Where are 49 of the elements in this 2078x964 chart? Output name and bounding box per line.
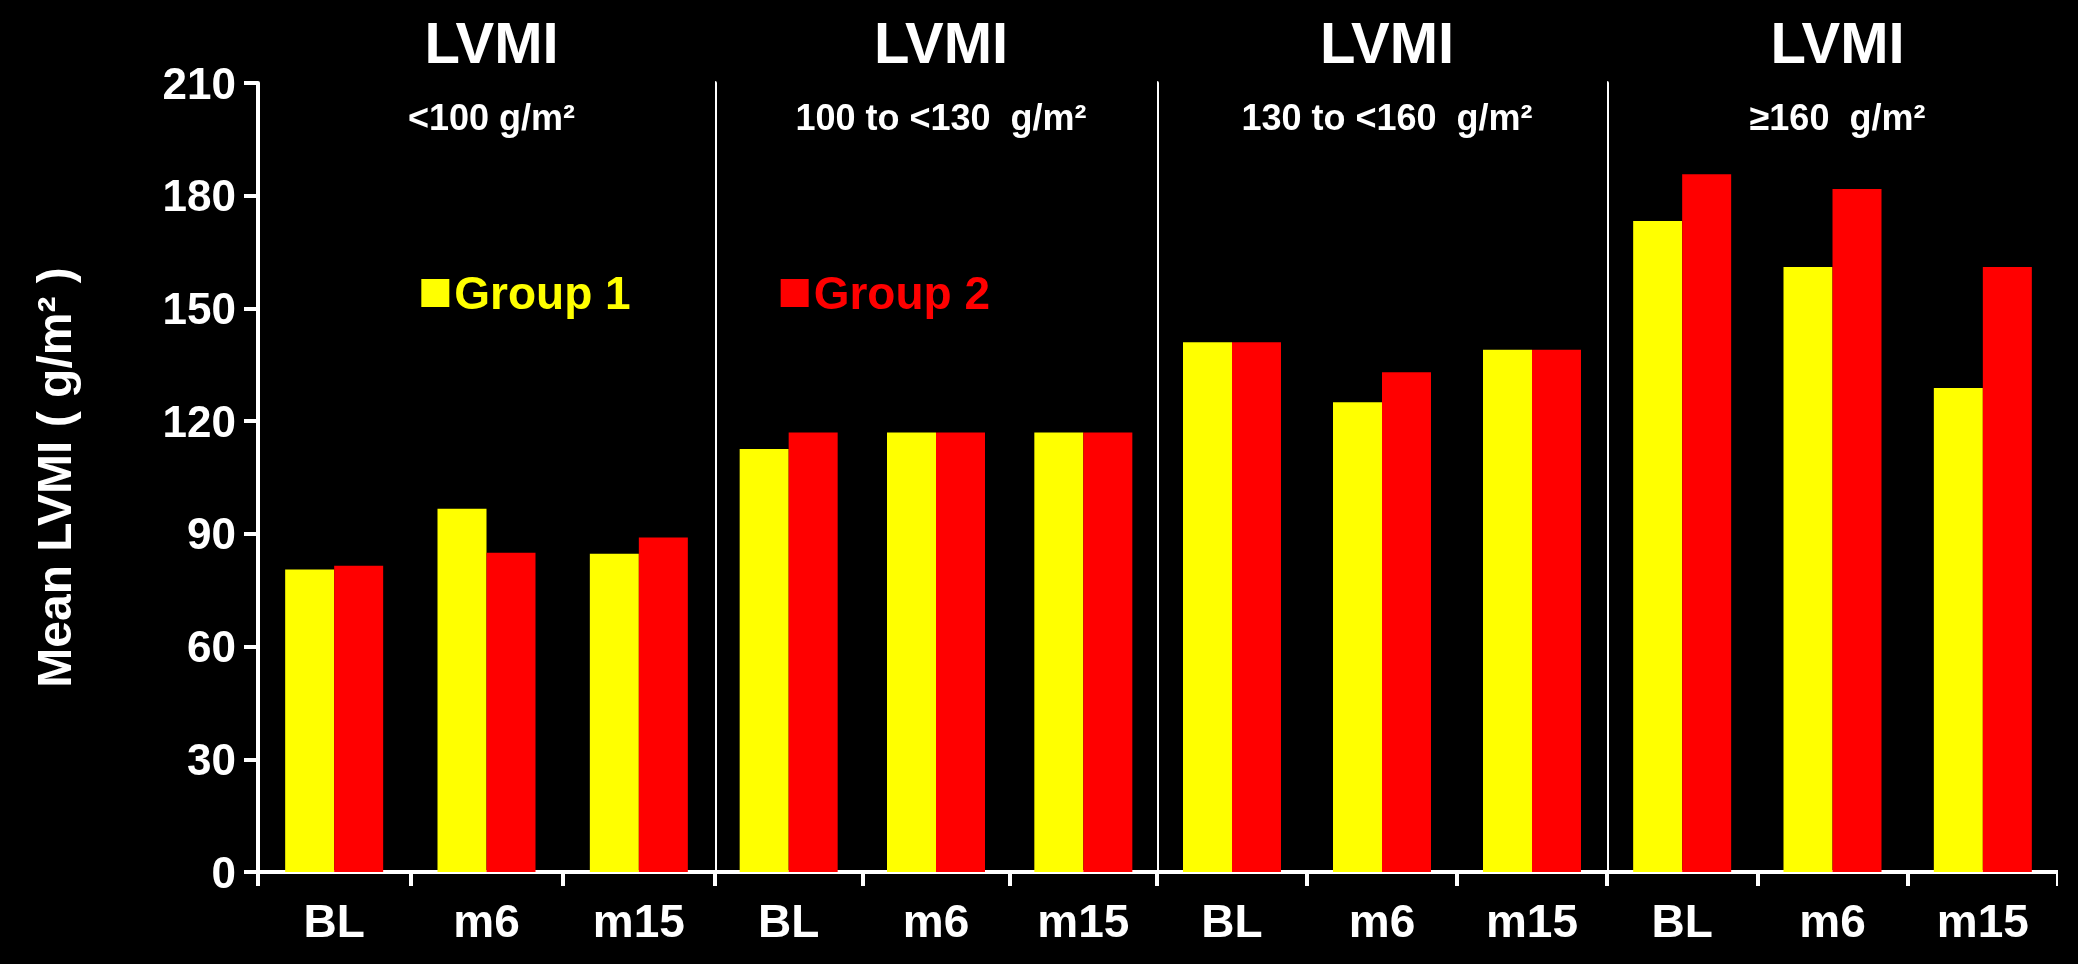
y-tick-label: 30 [187, 734, 236, 784]
chart-subtitle: 100 to <130 g/m² [795, 96, 1087, 138]
y-tick-label: 150 [162, 283, 236, 333]
bar [1933, 388, 1983, 872]
y-tick-label: 60 [187, 622, 236, 672]
chart-title: LVMI [873, 9, 1009, 75]
x-tick-label: m15 [592, 895, 685, 947]
chart-title: LVMI [1770, 9, 1905, 75]
bar [1982, 267, 2032, 872]
bar [1183, 342, 1232, 872]
bar [638, 537, 688, 872]
x-tick-label: BL [758, 895, 820, 947]
bar [1382, 372, 1431, 872]
bar [589, 553, 639, 872]
y-tick-label: 120 [162, 396, 236, 446]
legend-label: Group 2 [813, 267, 990, 319]
bar [437, 508, 487, 872]
chart-title: LVMI [1319, 9, 1455, 75]
bar [285, 569, 335, 872]
bar [1682, 174, 1732, 872]
x-tick-label: BL [303, 895, 365, 947]
chart-title: LVMI [424, 9, 559, 75]
bar [486, 552, 536, 872]
bar [1633, 220, 1683, 872]
y-tick-label: 90 [187, 509, 236, 559]
bar [1333, 402, 1382, 872]
y-tick-label: 180 [162, 171, 236, 221]
chart-subtitle: ≥160 g/m² [1749, 96, 1926, 138]
y-tick-label: 210 [162, 58, 236, 108]
x-tick-label: m6 [1799, 895, 1866, 947]
bar [1832, 188, 1882, 872]
bar [334, 565, 384, 872]
x-tick-label: m15 [1936, 895, 2029, 947]
chart-subtitle: <100 g/m² [407, 96, 576, 138]
chart-subtitle: 130 to <160 g/m² [1241, 96, 1533, 138]
bar [1483, 349, 1532, 872]
bar [1232, 342, 1281, 872]
y-axis-title: Mean LVMI ( g/m² ) [27, 267, 81, 688]
bar [1783, 267, 1833, 872]
x-tick-label: m6 [902, 895, 970, 947]
x-tick-label: BL [1651, 895, 1713, 947]
x-tick-label: m6 [1348, 895, 1416, 947]
bar [1532, 349, 1581, 872]
y-tick-label: 0 [211, 847, 236, 897]
legend-label: Group 1 [454, 267, 631, 319]
x-tick-label: m15 [1485, 895, 1579, 947]
x-tick-label: BL [1201, 895, 1263, 947]
x-tick-label: m6 [453, 895, 520, 947]
x-tick-label: m15 [1037, 895, 1130, 947]
